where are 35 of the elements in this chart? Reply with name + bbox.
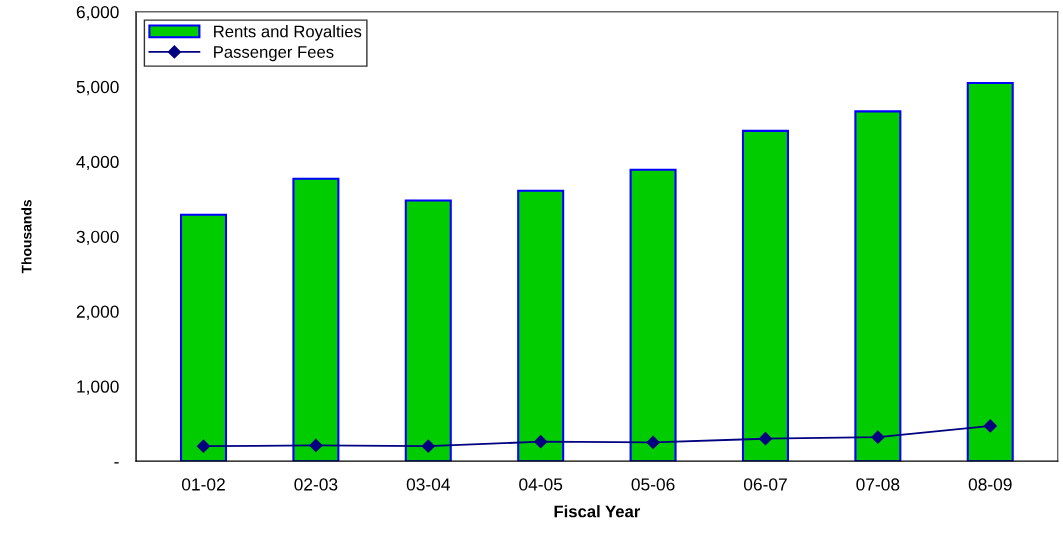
bar [517,189,565,462]
bar [404,199,452,462]
bar [629,168,677,462]
y-tick-label: 1,000 [77,380,119,395]
y-tick-label: 5,000 [76,80,119,96]
point [646,435,660,450]
legend-label: Passenger Fees [214,46,334,62]
point [196,439,211,453]
x-tick-label: 06-07 [743,478,787,491]
bar [741,129,789,462]
legend-label: Rents and Royalties [214,25,362,41]
x-tick-label: 08-09 [968,478,1012,491]
x-tick-label: 01-02 [181,478,225,491]
bar [179,213,228,462]
x-tick-label: 03-04 [406,478,450,491]
x-tick-label: 04-05 [519,478,563,491]
x-tick-label: 05-06 [631,478,675,491]
bar [854,110,902,462]
point [871,430,885,444]
y-tick-label: - [114,462,119,464]
point [983,419,997,433]
y-axis-title: Thousands [21,200,32,274]
bar [292,177,340,462]
y-tick-label: 6,000 [76,5,119,21]
x-axis-title: Fiscal Year [554,505,641,518]
point [309,438,323,453]
y-tick-label: 2,000 [76,305,119,320]
bar [966,81,1014,462]
x-tick-label: 07-08 [856,478,900,491]
point [534,435,548,449]
point [421,439,435,453]
y-tick-label: 3,000 [76,230,119,245]
y-tick-label: 4,000 [76,155,119,171]
x-tick-label: 02-03 [294,478,338,491]
point [758,432,773,446]
